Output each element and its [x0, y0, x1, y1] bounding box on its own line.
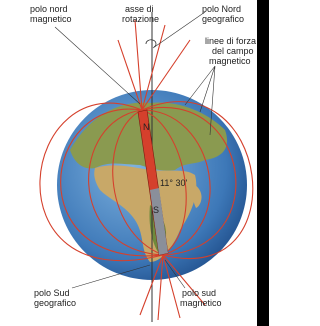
- label-line: del campo: [212, 46, 254, 56]
- label-field-lines: linee di forza del campo magnetico: [205, 36, 259, 66]
- label-line: magnetico: [180, 298, 222, 308]
- label-line: polo sud: [182, 288, 216, 298]
- label-line: magnetico: [30, 14, 72, 24]
- label-south-magnetic: polo sud magnetico: [180, 288, 222, 308]
- label-north-geographic: polo Nord geografico: [202, 4, 244, 24]
- label-line: rotazione: [122, 14, 159, 24]
- label-south-geographic: polo Sud geografico: [34, 288, 76, 308]
- diagram: N S 11° 30' polo nord magnetico asse di …: [0, 0, 269, 326]
- label-line: linee di forza: [205, 36, 256, 46]
- label-line: geografico: [34, 298, 76, 308]
- magnet-s-label: S: [153, 205, 159, 215]
- label-line: geografico: [202, 14, 244, 24]
- label-north-magnetic: polo nord magnetico: [30, 4, 72, 24]
- label-line: polo Sud: [34, 288, 70, 298]
- label-line: polo Nord: [202, 4, 241, 14]
- label-line: magnetico: [209, 56, 251, 66]
- magnet-n-label: N: [143, 122, 150, 132]
- edge-strip: [257, 0, 269, 326]
- label-rotation-axis: asse di rotazione: [122, 4, 159, 24]
- label-line: asse di: [125, 4, 154, 14]
- label-line: polo nord: [30, 4, 68, 14]
- angle-label: 11° 30': [160, 178, 187, 188]
